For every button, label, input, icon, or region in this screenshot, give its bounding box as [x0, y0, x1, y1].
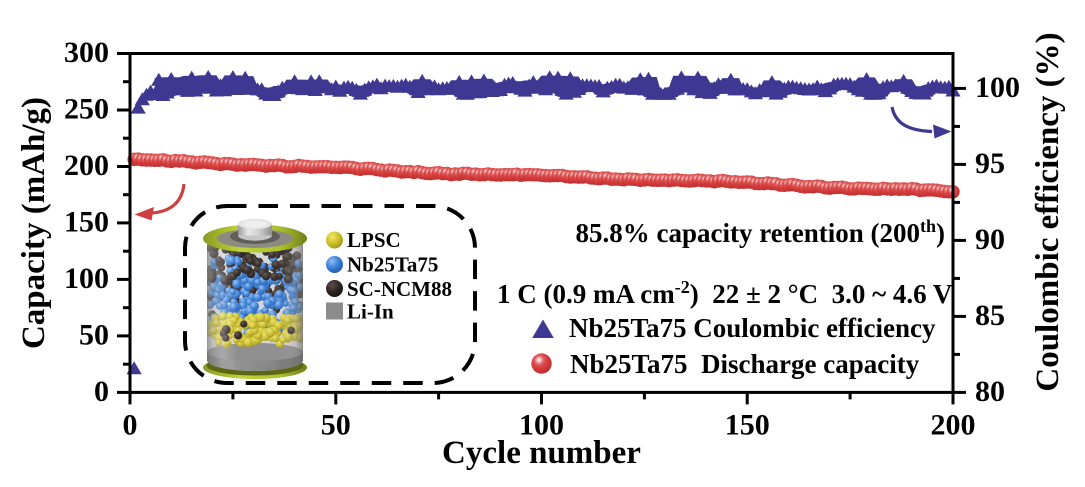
svg-text:100: 100 [519, 409, 564, 442]
svg-text:Cycle number: Cycle number [442, 435, 641, 471]
svg-text:250: 250 [64, 93, 109, 126]
svg-text:1 C (0.9 mA cm-2) 22 ± 2 °C: 1 C (0.9 mA cm-2) 22 ± 2 °C 3.0 ~ 4.6 V [497, 277, 953, 309]
svg-text:200: 200 [931, 409, 976, 442]
svg-text:0: 0 [123, 409, 138, 442]
svg-text:SC-NCM88: SC-NCM88 [347, 277, 452, 301]
svg-text:Coulombic efficiency (%): Coulombic efficiency (%) [1030, 32, 1066, 391]
svg-text:100: 100 [64, 262, 109, 295]
svg-text:80: 80 [975, 375, 1005, 408]
svg-text:Nb25Ta75: Nb25Ta75 [347, 253, 438, 277]
svg-text:200: 200 [64, 149, 109, 182]
svg-text:100: 100 [975, 71, 1020, 104]
svg-text:0: 0 [94, 375, 109, 408]
svg-text:Nb25Ta75 Coulombic efficiency: Nb25Ta75 Coulombic efficiency [569, 313, 936, 343]
svg-text:LPSC: LPSC [347, 228, 401, 252]
svg-text:90: 90 [975, 223, 1005, 256]
svg-text:150: 150 [64, 205, 109, 238]
svg-text:85: 85 [975, 299, 1005, 332]
svg-text:50: 50 [321, 409, 351, 442]
svg-text:Li-In: Li-In [347, 300, 394, 324]
svg-text:50: 50 [79, 318, 109, 351]
svg-text:Capacity (mAh/g): Capacity (mAh/g) [16, 97, 52, 349]
svg-text:95: 95 [975, 147, 1005, 180]
svg-text:85.8% capacity retention (200t: 85.8% capacity retention (200th) [576, 216, 945, 248]
svg-text:300: 300 [64, 36, 109, 69]
svg-text:150: 150 [725, 409, 770, 442]
svg-text:Nb25Ta75 Discharge capacity: Nb25Ta75 Discharge capacity [570, 349, 920, 379]
